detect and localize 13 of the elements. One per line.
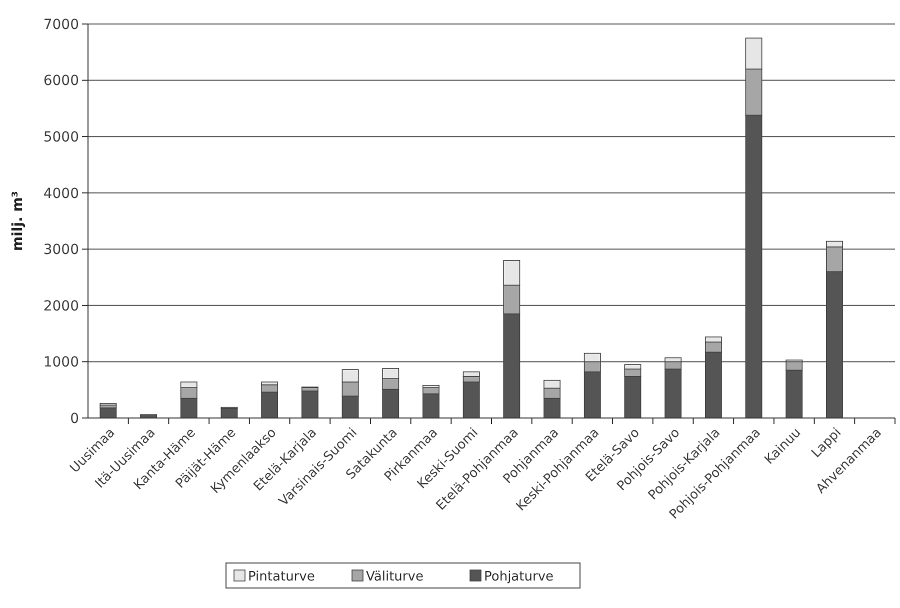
bar: [301, 390, 318, 418]
y-tick-label: 1000: [43, 354, 79, 371]
y-tick-label: 2000: [43, 298, 79, 314]
y-tick-label: 6000: [43, 73, 79, 90]
y-tick-label: 4000: [43, 186, 79, 202]
y-tick-label: 3000: [43, 242, 79, 258]
y-tick-label: 0: [70, 410, 79, 427]
y-tick-label: 5000: [43, 129, 79, 146]
y-axis-title: milj. m³: [10, 191, 26, 251]
y-tick-label: 7000: [43, 16, 79, 33]
legend-label: Väliturve: [366, 570, 424, 585]
legend-label: Pohjaturve: [484, 570, 554, 585]
legend-label: Pintaturve: [248, 570, 315, 585]
